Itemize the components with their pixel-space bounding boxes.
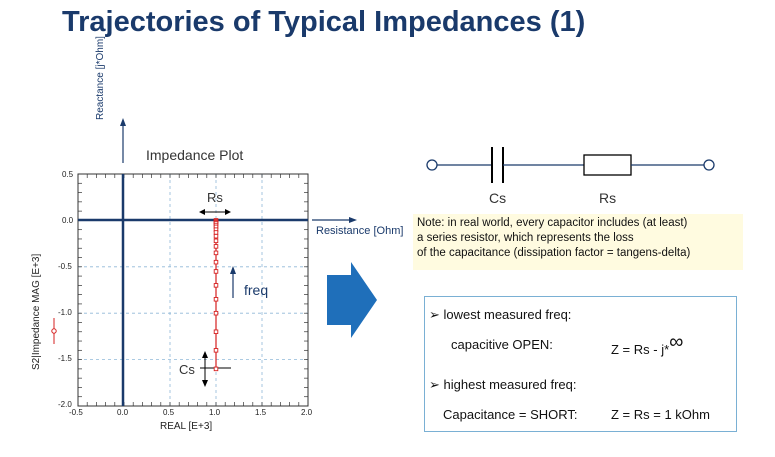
plot-frame [77, 173, 309, 407]
freq-label: freq [244, 282, 269, 298]
trace-point [213, 366, 219, 372]
y-tick: -1.0 [58, 308, 72, 317]
trace-point [213, 230, 219, 235]
cs-arrow-down [202, 380, 208, 387]
trace-point [213, 269, 219, 274]
reactance-axis-label: Reactance [j*Ohm] [95, 36, 106, 120]
y-tick: -0.5 [58, 262, 72, 271]
x-axis-label: REAL [E+3] [160, 421, 213, 432]
plot-title: Impedance Plot [146, 147, 244, 163]
note-line-1: Note: in real world, every capacitor inc… [417, 217, 688, 229]
rs-arrow-right [225, 209, 231, 215]
info-box: ➢ lowest measured freq: capacitive OPEN:… [424, 296, 737, 432]
cs-arrow-up [202, 351, 208, 358]
trace-point [213, 329, 219, 335]
high-freq-label: Capacitance = SHORT: [443, 407, 578, 422]
x-tick: 2.0 [301, 408, 313, 417]
resistance-arrowhead [349, 217, 357, 223]
slide-title: Trajectories of Typical Impedances (1) [62, 6, 586, 38]
terminal-left [426, 159, 438, 171]
y-axis-label: S2|Impedance MAG [E+3] [31, 253, 42, 370]
trace-point [213, 259, 219, 265]
y-tick: -1.5 [58, 354, 72, 363]
trace-point [213, 297, 219, 302]
cs-plot-label: Cs [179, 362, 195, 377]
impedance-trace [213, 218, 219, 372]
trace-point [213, 238, 219, 244]
note-line-2: a series resistor, which represents the … [417, 232, 634, 244]
rs-plot-label: Rs [207, 190, 223, 205]
transition-arrow [327, 262, 377, 338]
x-tick: 1.0 [209, 408, 221, 417]
circuit-diagram [426, 147, 715, 183]
y-tick: 0.0 [62, 216, 74, 225]
note-line-3: of the capacitance (dissipation factor =… [417, 247, 691, 259]
high-freq-heading: highest measured freq: [443, 377, 577, 392]
trace-point [213, 283, 219, 288]
resistance-axis-label: Resistance [Ohm] [316, 225, 404, 237]
x-tick: 0.0 [117, 408, 129, 417]
legend-marker [51, 328, 57, 334]
terminal-right [703, 159, 715, 171]
x-tick: 1.5 [255, 408, 267, 417]
trace-point [213, 250, 219, 256]
bullet-icon: ➢ [429, 377, 440, 392]
plot-minor-ticks [77, 173, 309, 407]
low-freq-heading: lowest measured freq: [443, 307, 572, 322]
y-tick: -2.0 [58, 400, 72, 409]
trace-point [213, 233, 219, 239]
freq-arrowhead [230, 266, 236, 274]
high-freq-formula: Z = Rs = 1 kOhm [611, 407, 710, 422]
note-box: Note: in real world, every capacitor inc… [413, 214, 743, 270]
circuit-cs-label: Cs [489, 190, 507, 206]
infinity-symbol: ∞ [669, 331, 684, 353]
trace-point [213, 348, 219, 353]
resistor-symbol [583, 154, 632, 176]
trace-point [213, 310, 219, 316]
trace-point [213, 244, 219, 249]
circuit-rs-label: Rs [599, 190, 617, 206]
x-tick: 0.5 [163, 408, 175, 417]
x-tick: -0.5 [69, 408, 83, 417]
low-freq-label: capacitive OPEN: [451, 337, 553, 352]
rs-arrow-left [199, 209, 205, 215]
y-tick: 0.5 [62, 170, 74, 179]
low-freq-formula: Z = Rs - j* [611, 342, 670, 357]
bullet-icon: ➢ [429, 307, 440, 322]
reactance-arrowhead [120, 118, 126, 126]
